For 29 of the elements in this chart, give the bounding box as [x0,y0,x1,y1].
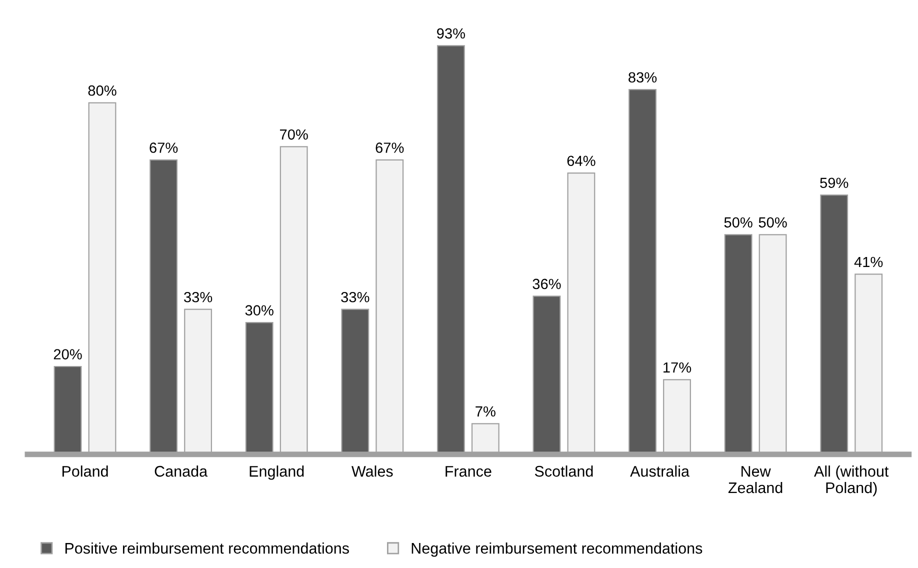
data-label: 17% [664,362,692,373]
data-label: 83% [628,72,657,83]
data-label: 64% [567,156,596,166]
legend-label: Negative reimbursement recommendations [412,542,702,557]
x-tick-label: New Zealand [728,466,782,494]
data-label: 93% [437,28,466,39]
x-tick-label: All (without Poland) [814,466,889,496]
data-label: 70% [280,129,308,140]
data-label: 59% [820,178,848,188]
data-label: 80% [88,85,116,96]
x-tick-label: Australia [630,466,690,477]
data-label: 50% [758,217,787,228]
x-tick-label: Poland [62,466,108,477]
data-label: 33% [184,292,212,302]
data-label: 41% [854,256,883,268]
data-label: 33% [341,292,370,302]
data-label: 7% [476,406,496,417]
data-label: 36% [532,278,561,290]
data-label: 20% [54,349,82,360]
x-tick-label: England [250,466,304,480]
data-label: 30% [245,305,274,316]
x-tick-label: Canada [154,466,208,477]
x-tick-label: France [446,466,492,477]
x-tick-label: Wales [352,466,393,477]
legend-label: Positive reimbursement recommendations [65,542,349,554]
data-label: 50% [724,217,752,228]
data-label: 67% [150,142,178,153]
x-tick-label: Scotland [534,466,593,477]
data-label: 67% [376,142,404,153]
